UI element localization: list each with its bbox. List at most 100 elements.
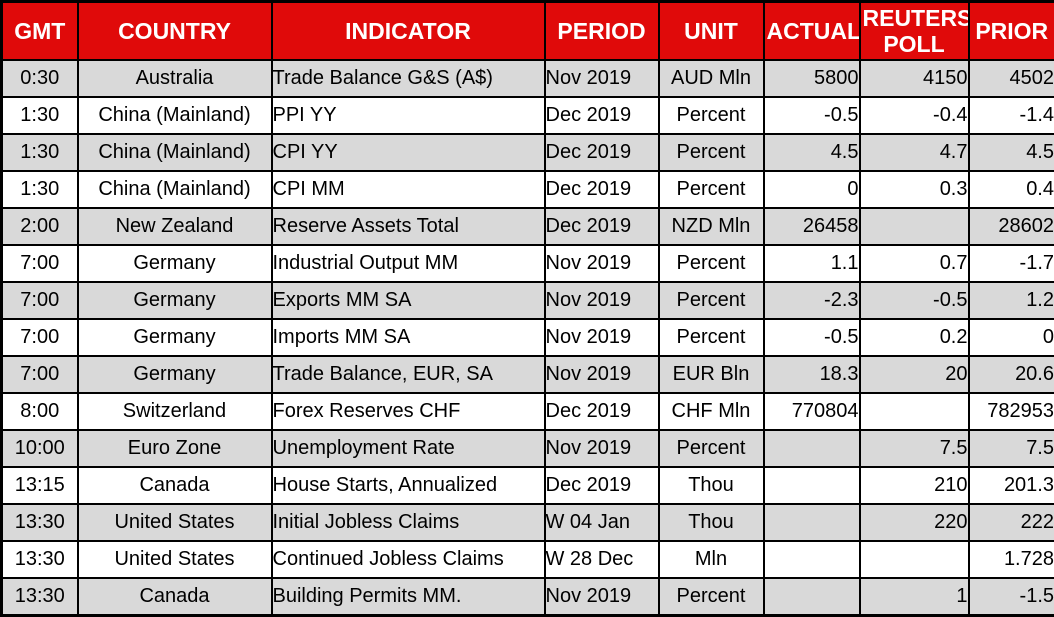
cell-country: United States (76, 540, 273, 580)
cell-indicator: Unemployment Rate (270, 429, 546, 469)
cell-unit: AUD Mln (657, 58, 765, 98)
cell-prior: -1.5 (967, 577, 1054, 617)
cell-actual: -2.3 (762, 280, 861, 320)
cell-actual: 0 (762, 169, 861, 209)
column-header-period: PERIOD (543, 0, 660, 61)
cell-unit: Thou (657, 503, 765, 543)
cell-unit: Percent (657, 243, 765, 283)
cell-country: Euro Zone (76, 429, 273, 469)
cell-reuters-poll (858, 206, 970, 246)
cell-unit: Thou (657, 466, 765, 506)
cell-period: Nov 2019 (543, 317, 660, 358)
cell-prior: 782953 (967, 392, 1054, 432)
cell-indicator: Initial Jobless Claims (270, 503, 546, 543)
cell-period: Nov 2019 (543, 577, 660, 617)
cell-actual (762, 540, 861, 580)
cell-unit: Percent (657, 132, 765, 172)
header-row: GMT COUNTRY INDICATOR PERIOD UNIT ACTUAL REUTE… (0, 0, 1054, 61)
cell-actual: -0.5 (762, 95, 861, 135)
cell-actual (762, 577, 861, 617)
table-row: 7:00 Germany Trade Balance, EUR, SA Nov 201… (0, 354, 1054, 395)
cell-unit: Percent (657, 577, 765, 617)
cell-prior: 0 (967, 317, 1054, 358)
cell-actual: 18.3 (762, 354, 861, 395)
cell-unit: Percent (657, 429, 765, 469)
cell-gmt: 1:30 (0, 169, 79, 209)
table-row: 1:30 China (Mainland) PPI YY Dec 2019 Percen… (0, 95, 1054, 135)
cell-prior: 20.6 (967, 354, 1054, 395)
cell-reuters-poll: 0.7 (858, 243, 970, 283)
cell-indicator: CPI YY (270, 132, 546, 172)
table-header: GMT COUNTRY INDICATOR PERIOD UNIT ACTUAL REUTE… (0, 0, 1054, 61)
table-body: 0:30 Australia Trade Balance G&S (A$) Nov 2… (0, 58, 1054, 617)
cell-gmt: 0:30 (0, 58, 79, 98)
cell-period: Nov 2019 (543, 429, 660, 469)
cell-gmt: 2:00 (0, 206, 79, 246)
cell-indicator: Forex Reserves CHF (270, 392, 546, 432)
cell-reuters-poll: 20 (858, 354, 970, 395)
cell-prior: -1.7 (967, 243, 1054, 283)
cell-period: Dec 2019 (543, 95, 660, 135)
table-row: 10:00 Euro Zone Unemployment Rate Nov 2019 P… (0, 429, 1054, 469)
cell-prior: 4502 (967, 58, 1054, 98)
cell-gmt: 7:00 (0, 354, 79, 395)
cell-indicator: Trade Balance, EUR, SA (270, 354, 546, 395)
cell-actual: 26458 (762, 206, 861, 246)
cell-indicator: Imports MM SA (270, 317, 546, 358)
cell-indicator: Industrial Output MM (270, 243, 546, 283)
cell-indicator: Continued Jobless Claims (270, 540, 546, 580)
column-header-unit: UNIT (657, 0, 765, 61)
cell-prior: 1.2 (967, 280, 1054, 320)
cell-country: New Zealand (76, 206, 273, 246)
cell-actual: 4.5 (762, 132, 861, 172)
cell-country: Germany (76, 280, 273, 320)
cell-actual (762, 503, 861, 543)
column-header-country: COUNTRY (76, 0, 273, 61)
cell-country: Germany (76, 354, 273, 395)
cell-period: Dec 2019 (543, 392, 660, 432)
cell-country: United States (76, 503, 273, 543)
cell-actual: -0.5 (762, 317, 861, 358)
cell-indicator: House Starts, Annualized (270, 466, 546, 506)
cell-country: Germany (76, 243, 273, 283)
cell-gmt: 13:30 (0, 503, 79, 543)
cell-reuters-poll: -0.4 (858, 95, 970, 135)
cell-prior: 201.3 (967, 466, 1054, 506)
cell-indicator: Exports MM SA (270, 280, 546, 320)
column-header-reuters-poll: REUTERS POLL (858, 0, 970, 61)
cell-actual: 770804 (762, 392, 861, 432)
table-row: 7:00 Germany Exports MM SA Nov 2019 Percent -… (0, 280, 1054, 320)
cell-country: Canada (76, 577, 273, 617)
cell-reuters-poll: 4150 (858, 58, 970, 98)
cell-reuters-poll: 0.3 (858, 169, 970, 209)
column-header-prior: PRIOR (967, 0, 1054, 61)
cell-indicator: Trade Balance G&S (A$) (270, 58, 546, 98)
cell-reuters-poll: 210 (858, 466, 970, 506)
cell-prior: 7.5 (967, 429, 1054, 469)
cell-reuters-poll: 1 (858, 577, 970, 617)
cell-prior: 28602 (967, 206, 1054, 246)
cell-country: Switzerland (76, 392, 273, 432)
cell-actual: 5800 (762, 58, 861, 98)
cell-indicator: Building Permits MM. (270, 577, 546, 617)
cell-reuters-poll: -0.5 (858, 280, 970, 320)
table-row: 1:30 China (Mainland) CPI MM Dec 2019 Percen… (0, 169, 1054, 209)
cell-gmt: 7:00 (0, 280, 79, 320)
cell-period: Nov 2019 (543, 280, 660, 320)
cell-reuters-poll: 4.7 (858, 132, 970, 172)
cell-reuters-poll (858, 392, 970, 432)
cell-gmt: 1:30 (0, 95, 79, 135)
cell-period: Dec 2019 (543, 466, 660, 506)
cell-unit: CHF Mln (657, 392, 765, 432)
cell-prior: 1.728 (967, 540, 1054, 580)
cell-period: Dec 2019 (543, 132, 660, 172)
cell-indicator: PPI YY (270, 95, 546, 135)
cell-unit: Percent (657, 169, 765, 209)
cell-country: China (Mainland) (76, 132, 273, 172)
table-row: 13:30 United States Initial Jobless Claims… (0, 503, 1054, 543)
cell-prior: 222 (967, 503, 1054, 543)
cell-country: Germany (76, 317, 273, 358)
cell-reuters-poll: 7.5 (858, 429, 970, 469)
table-row: 13:30 Canada Building Permits MM. Nov 2019 P… (0, 577, 1054, 617)
